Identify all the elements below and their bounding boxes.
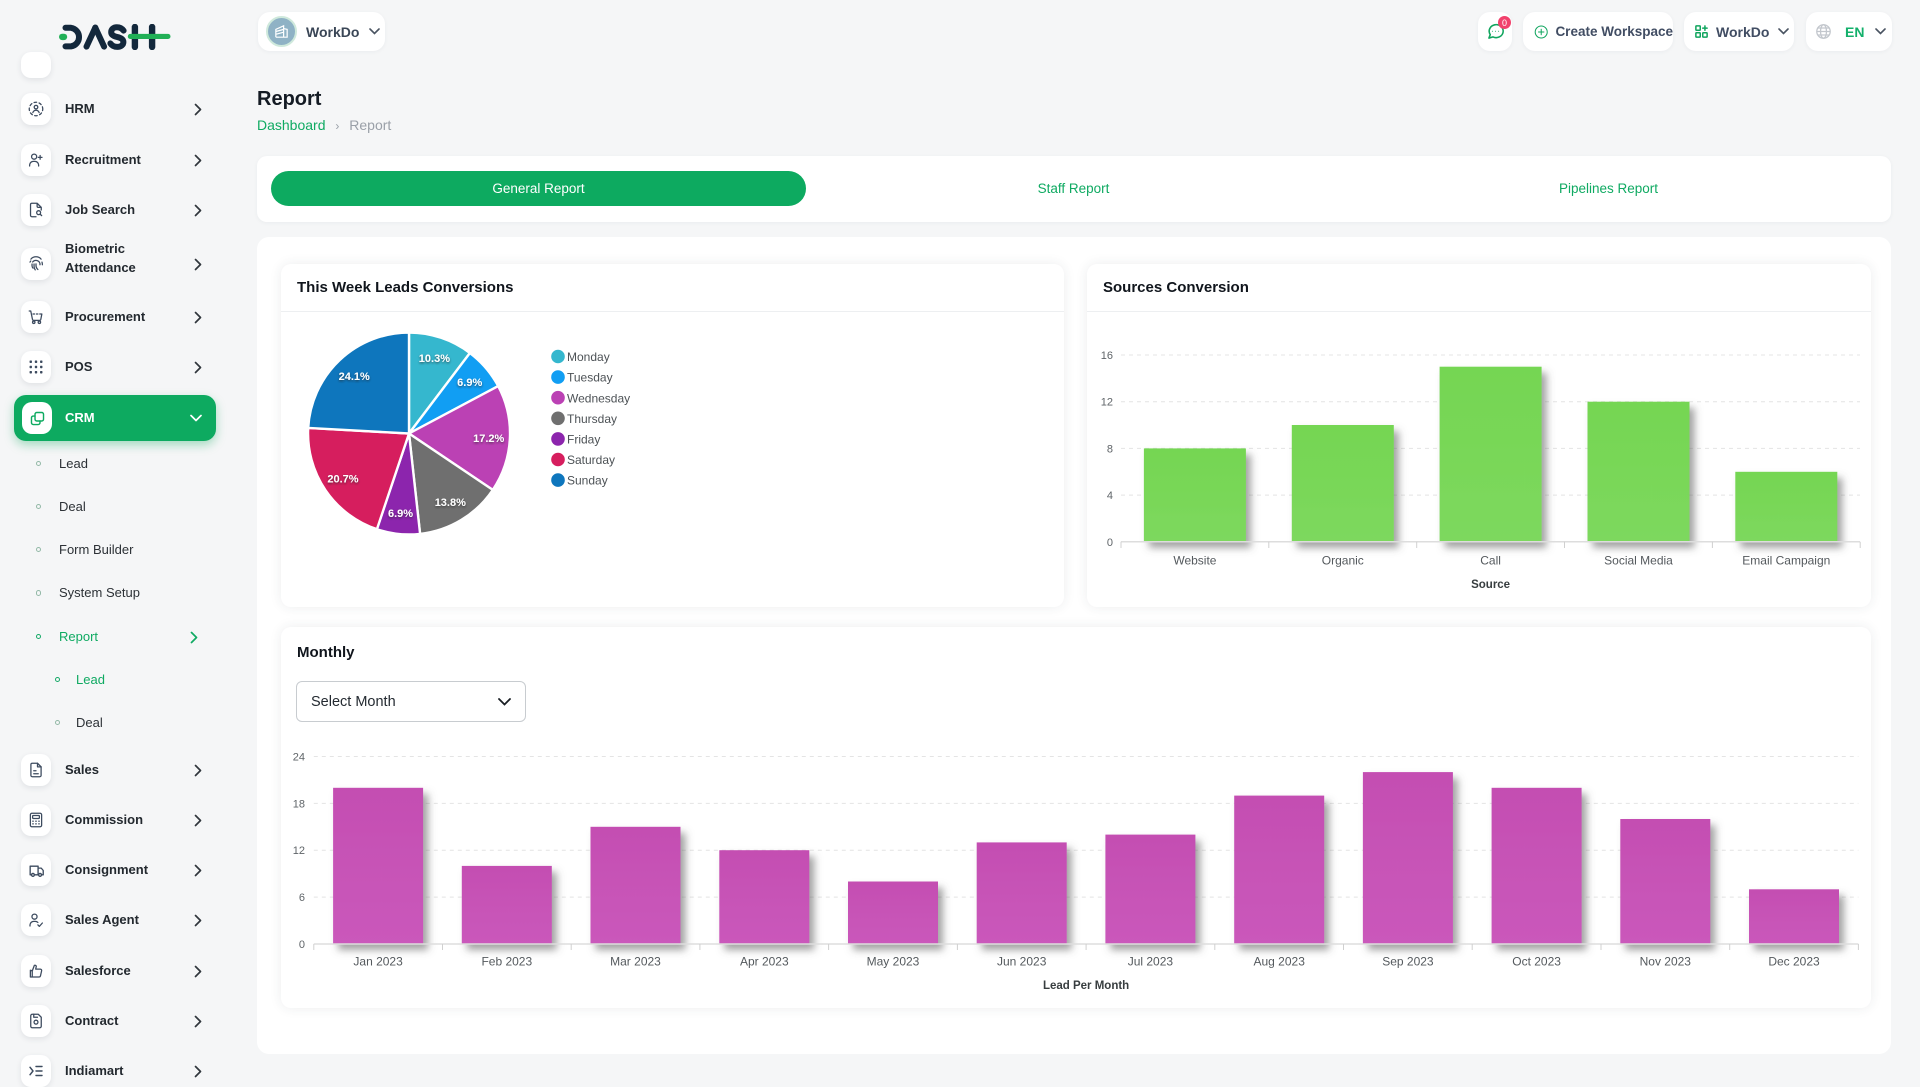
svg-text:Sunday: Sunday [567,474,608,488]
svg-text:6: 6 [299,892,305,904]
svg-text:Email Campaign: Email Campaign [1742,554,1830,568]
svg-text:24: 24 [293,752,305,764]
svg-text:Dec 2023: Dec 2023 [1768,955,1820,969]
svg-text:Website: Website [1173,554,1216,568]
svg-text:Oct 2023: Oct 2023 [1512,955,1561,969]
svg-text:Source: Source [1471,579,1510,591]
svg-text:Organic: Organic [1322,554,1364,568]
svg-text:12: 12 [1101,397,1113,409]
svg-text:20.7%: 20.7% [327,474,358,486]
svg-text:Social Media: Social Media [1604,554,1673,568]
svg-text:6.9%: 6.9% [388,508,413,520]
svg-text:10.3%: 10.3% [419,353,450,365]
svg-text:Friday: Friday [567,433,600,447]
svg-text:Jun 2023: Jun 2023 [997,955,1047,969]
svg-text:Nov 2023: Nov 2023 [1640,955,1692,969]
svg-text:Sep 2023: Sep 2023 [1382,955,1434,969]
svg-text:0: 0 [1107,537,1113,549]
svg-text:18: 18 [293,798,305,810]
svg-text:Saturday: Saturday [567,453,615,467]
svg-text:16: 16 [1101,350,1113,362]
svg-text:Jul 2023: Jul 2023 [1128,955,1174,969]
svg-text:0: 0 [299,939,305,951]
svg-text:Thursday: Thursday [567,412,617,426]
svg-text:Wednesday: Wednesday [567,391,630,405]
svg-text:Apr 2023: Apr 2023 [740,955,789,969]
svg-text:Jan 2023: Jan 2023 [353,955,403,969]
svg-text:Aug 2023: Aug 2023 [1254,955,1306,969]
svg-text:24.1%: 24.1% [339,371,370,383]
svg-text:Tuesday: Tuesday [567,371,613,385]
svg-text:Call: Call [1480,554,1501,568]
svg-text:Monday: Monday [567,350,610,364]
svg-text:12: 12 [293,845,305,857]
svg-text:May 2023: May 2023 [867,955,920,969]
svg-text:17.2%: 17.2% [473,433,504,445]
svg-text:13.8%: 13.8% [435,497,466,509]
svg-text:Lead Per Month: Lead Per Month [1043,980,1129,992]
svg-text:4: 4 [1107,490,1113,502]
svg-text:Feb 2023: Feb 2023 [481,955,532,969]
svg-text:Mar 2023: Mar 2023 [610,955,661,969]
svg-text:8: 8 [1107,443,1113,455]
svg-text:6.9%: 6.9% [457,377,482,389]
